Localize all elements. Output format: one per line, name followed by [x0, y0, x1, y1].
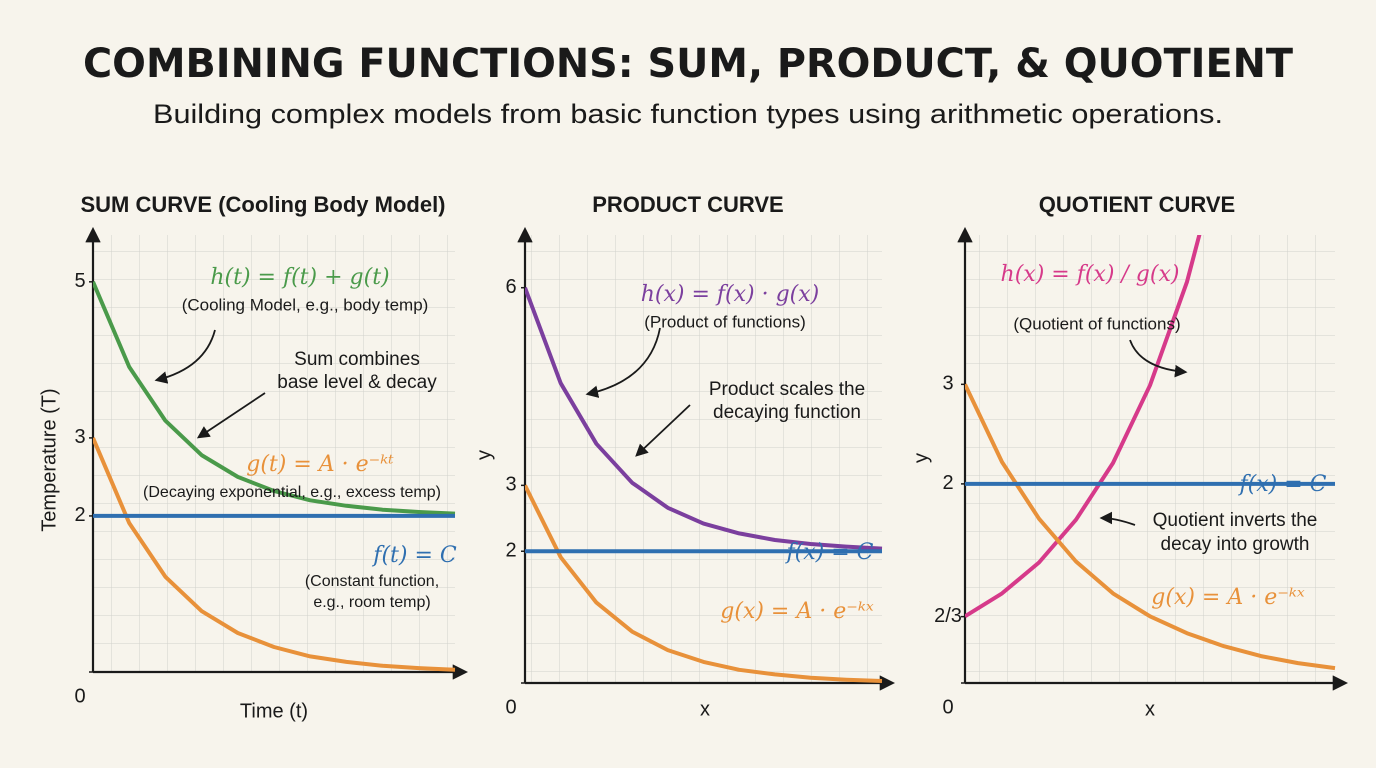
annotation: base level & decay [277, 372, 437, 393]
y-tick-label: 0 [74, 685, 85, 707]
callout-arrow [635, 404, 691, 457]
annotation: decay into growth [1161, 534, 1310, 555]
callout-arrow [1129, 339, 1188, 378]
callout-arrow [1099, 511, 1136, 526]
y-tick-label: 2 [74, 504, 85, 526]
annotation: e.g., room temp) [313, 594, 430, 611]
y-tick-label: 3 [942, 373, 953, 395]
y-tick-label: 3 [74, 426, 85, 448]
grid [93, 235, 455, 672]
series-line [525, 484, 883, 683]
callout-arrow [585, 327, 661, 398]
callout-arrow [154, 329, 216, 384]
series-label: f(x) = C [1238, 472, 1327, 497]
chart-title: SUM CURVE (Cooling Body Model) [80, 192, 445, 217]
y-tick-label: 2 [942, 472, 953, 494]
annotation: (Constant function, [305, 573, 439, 590]
series-line [965, 235, 1202, 619]
series-line [965, 383, 1336, 671]
grid [525, 235, 882, 683]
annotation: (Quotient of functions) [1013, 314, 1180, 333]
grid [965, 235, 1335, 683]
y-tick-label: 3 [505, 474, 516, 496]
y-axis-label: Temperature (T) [38, 388, 60, 531]
series-line [93, 281, 456, 516]
y-tick-label: 0 [942, 696, 953, 718]
x-axis-label: Time (t) [240, 700, 308, 722]
series-label: h(x) = f(x) / g(x) [1001, 262, 1180, 287]
y-axis-label: y [910, 453, 932, 463]
series-label: h(t) = f(t) + g(t) [210, 265, 389, 290]
chart-title: QUOTIENT CURVE [1039, 192, 1235, 217]
annotation: Product scales the [709, 379, 865, 400]
y-tick-label: 6 [505, 276, 516, 298]
page-title: COMBINING FUNCTIONS: SUM, PRODUCT, & QUO… [83, 41, 1294, 87]
series-line [525, 286, 883, 551]
series-label: g(x) = A · e⁻ᵏˣ [720, 599, 874, 624]
annotation: (Cooling Model, e.g., body temp) [182, 295, 429, 314]
y-axis-label: y [473, 450, 495, 460]
annotation: (Decaying exponential, e.g., excess temp… [143, 484, 441, 501]
x-axis-label: x [700, 698, 710, 720]
annotation: (Product of functions) [644, 312, 806, 331]
series-label: f(t) = C [371, 543, 457, 568]
series-label: f(x) = C [785, 540, 874, 565]
annotation: Sum combines [294, 349, 420, 370]
x-axis-label: x [1145, 698, 1155, 720]
y-tick-label: 2/3 [934, 605, 962, 627]
annotation: decaying function [713, 402, 861, 423]
series-line [93, 437, 456, 672]
series-label: h(x) = f(x) · g(x) [641, 282, 820, 307]
page-subtitle: Building complex models from basic funct… [153, 99, 1223, 129]
y-tick-label: 2 [505, 540, 516, 562]
series-label: g(t) = A · e⁻ᵏᵗ [246, 452, 394, 477]
callout-arrow [196, 392, 266, 439]
annotation: Quotient inverts the [1153, 510, 1318, 531]
series-label: g(x) = A · e⁻ᵏˣ [1151, 585, 1305, 610]
y-tick-label: 0 [505, 696, 516, 718]
y-tick-label: 5 [74, 270, 85, 292]
chart-title: PRODUCT CURVE [592, 192, 784, 217]
